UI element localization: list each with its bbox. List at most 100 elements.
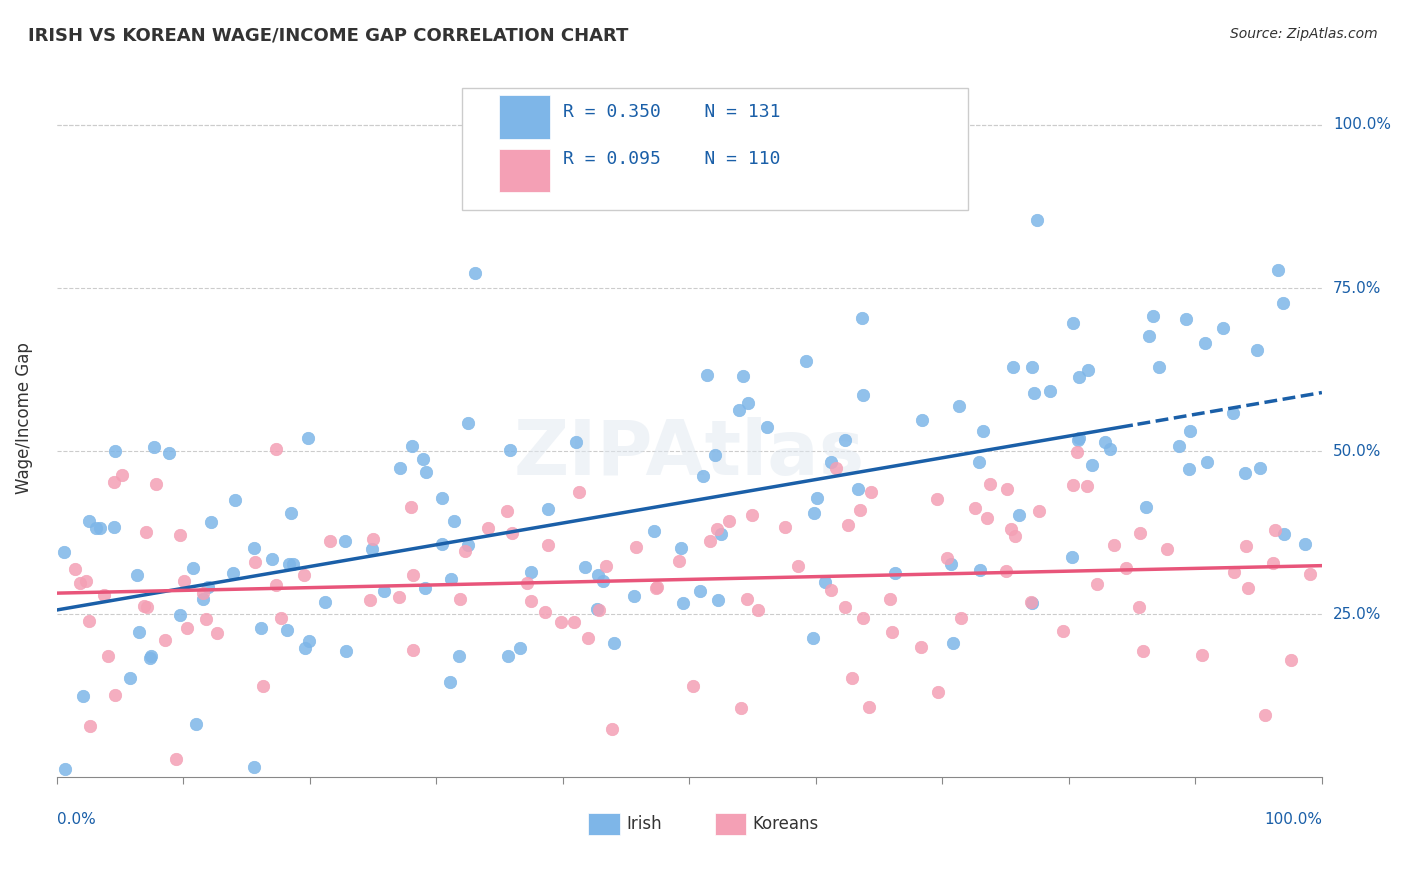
Irish	[801, 631, 824, 645]
Irish	[243, 760, 266, 774]
Koreans	[1028, 504, 1050, 518]
Irish	[412, 451, 434, 466]
Irish	[834, 434, 856, 448]
Koreans	[858, 699, 880, 714]
Irish	[1067, 434, 1090, 448]
Koreans	[995, 564, 1018, 578]
Koreans	[995, 483, 1018, 497]
Koreans	[153, 632, 176, 647]
Irish	[1222, 406, 1244, 420]
Irish	[1178, 462, 1201, 476]
Irish	[692, 469, 714, 483]
Koreans	[399, 500, 422, 514]
Koreans	[104, 688, 127, 702]
Irish	[1194, 336, 1216, 351]
Irish	[262, 552, 284, 566]
Koreans	[644, 582, 666, 596]
Irish	[294, 640, 316, 655]
Irish	[672, 597, 695, 611]
Irish	[1149, 360, 1171, 375]
Koreans	[735, 592, 758, 607]
Irish	[439, 674, 461, 689]
Irish	[1001, 360, 1024, 375]
Koreans	[730, 700, 752, 714]
Irish	[447, 648, 470, 663]
Koreans	[264, 577, 287, 591]
Irish	[276, 623, 298, 637]
Koreans	[786, 559, 808, 574]
Irish	[709, 527, 731, 541]
Irish	[86, 521, 108, 535]
Koreans	[359, 592, 381, 607]
Koreans	[1279, 653, 1302, 667]
Irish	[1135, 500, 1157, 514]
Irish	[314, 595, 336, 609]
Irish	[1098, 442, 1121, 456]
Text: 50.0%: 50.0%	[1333, 443, 1381, 458]
Koreans	[1000, 522, 1022, 536]
Irish	[157, 446, 180, 460]
Koreans	[1019, 595, 1042, 609]
Koreans	[927, 491, 949, 506]
Text: 100.0%: 100.0%	[1264, 813, 1322, 827]
Koreans	[63, 562, 86, 576]
Koreans	[979, 477, 1001, 491]
Irish	[52, 545, 75, 559]
Koreans	[145, 477, 167, 491]
Irish	[224, 492, 246, 507]
Irish	[1021, 359, 1043, 374]
Irish	[846, 482, 869, 496]
Koreans	[1254, 708, 1277, 723]
Text: Source: ZipAtlas.com: Source: ZipAtlas.com	[1230, 27, 1378, 41]
Irish	[280, 506, 302, 520]
Koreans	[449, 591, 471, 606]
Koreans	[176, 621, 198, 635]
Text: 0.0%: 0.0%	[56, 813, 96, 827]
Irish	[820, 455, 842, 469]
Koreans	[879, 591, 901, 606]
Bar	[714, 814, 747, 835]
Koreans	[270, 610, 292, 624]
Koreans	[103, 475, 125, 489]
Text: Koreans: Koreans	[752, 815, 818, 833]
Irish	[1094, 435, 1116, 450]
Koreans	[388, 590, 411, 604]
Koreans	[1076, 479, 1098, 493]
Irish	[728, 403, 751, 417]
Irish	[967, 454, 990, 468]
Koreans	[477, 520, 499, 534]
Irish	[737, 396, 759, 410]
Irish	[464, 266, 486, 280]
Irish	[707, 593, 730, 607]
Text: ZIPAtlas: ZIPAtlas	[513, 417, 865, 491]
Irish	[413, 582, 436, 596]
Irish	[941, 636, 963, 650]
Koreans	[824, 460, 846, 475]
Irish	[388, 460, 411, 475]
Irish	[1008, 508, 1031, 522]
Irish	[181, 561, 204, 575]
Irish	[519, 566, 541, 580]
Irish	[1080, 458, 1102, 472]
Irish	[911, 412, 934, 426]
Koreans	[97, 648, 120, 663]
Irish	[200, 516, 222, 530]
Irish	[1272, 526, 1295, 541]
Irish	[104, 443, 127, 458]
Koreans	[949, 611, 972, 625]
Koreans	[318, 534, 340, 549]
Koreans	[264, 442, 287, 457]
Text: IRISH VS KOREAN WAGE/INCOME GAP CORRELATION CHART: IRISH VS KOREAN WAGE/INCOME GAP CORRELAT…	[28, 27, 628, 45]
FancyBboxPatch shape	[461, 88, 967, 211]
Irish	[755, 420, 778, 434]
Koreans	[880, 624, 903, 639]
Irish	[1039, 384, 1062, 398]
Koreans	[1223, 565, 1246, 579]
Koreans	[1234, 539, 1257, 553]
Irish	[1026, 212, 1049, 227]
Irish	[281, 557, 304, 571]
Irish	[586, 568, 609, 582]
Koreans	[935, 550, 957, 565]
Koreans	[600, 722, 623, 736]
Koreans	[1004, 529, 1026, 543]
